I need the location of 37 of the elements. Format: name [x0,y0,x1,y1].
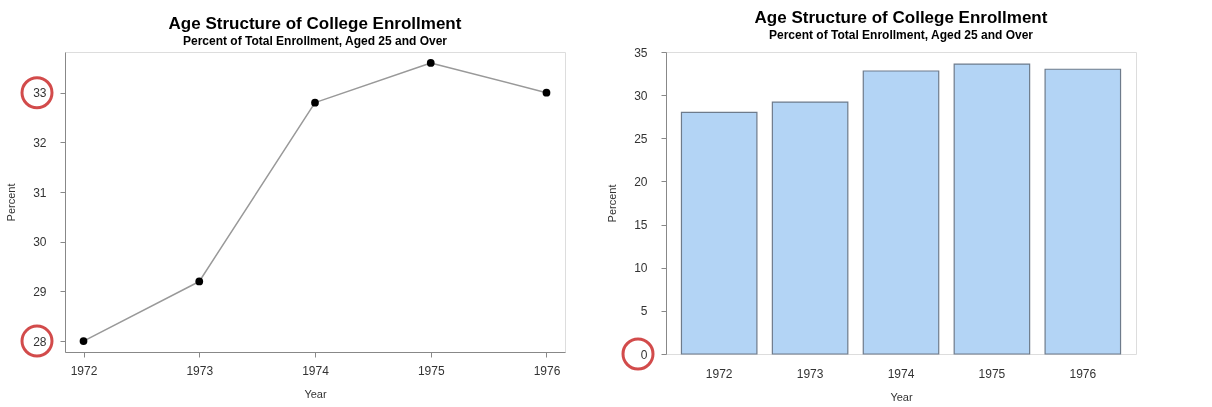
y-tick-label: 33 [33,86,47,101]
y-tick-label: 25 [634,131,648,146]
y-tick-label: 30 [634,88,648,103]
x-axis-title: Year [890,390,913,403]
chart-title: Age Structure of College Enrollment [168,14,462,33]
y-tick-label: 31 [33,185,47,200]
x-tick-label: 1973 [796,366,824,381]
x-tick-label: 1976 [533,363,561,378]
y-tick-label: 28 [33,334,47,349]
y-tick-label: 35 [634,45,648,60]
y-tick-label: 5 [640,304,648,319]
x-tick-label: 1975 [978,366,1006,381]
y-tick-label: 15 [634,218,648,233]
x-tick-label: 1975 [417,363,445,378]
chart-title: Age Structure of College Enrollment [754,8,1048,27]
x-tick-label: 1973 [186,363,214,378]
x-tick-label: 1972 [70,363,98,378]
bar [680,111,758,355]
chart-subtitle: Percent of Total Enrollment, Aged 25 and Over [768,28,1034,42]
x-axis-title: Year [304,387,327,400]
y-axis-title: Percent [5,183,18,222]
chart-subtitle: Percent of Total Enrollment, Aged 25 and Over [182,34,448,48]
bar [771,101,849,355]
bar [953,63,1031,355]
bar [1044,68,1122,355]
y-tick-label: 29 [33,284,47,299]
y-tick-label: 20 [634,174,648,189]
x-tick-label: 1976 [1069,366,1097,381]
y-tick-label: 32 [33,135,47,150]
y-tick-label: 30 [33,235,47,250]
y-axis-title: Percent [606,184,619,223]
bar [862,70,940,355]
y-tick-label: 0 [640,347,648,362]
x-tick-label: 1974 [887,366,915,381]
x-tick-label: 1974 [302,363,330,378]
x-tick-label: 1972 [705,366,733,381]
y-tick-label: 10 [634,261,648,276]
